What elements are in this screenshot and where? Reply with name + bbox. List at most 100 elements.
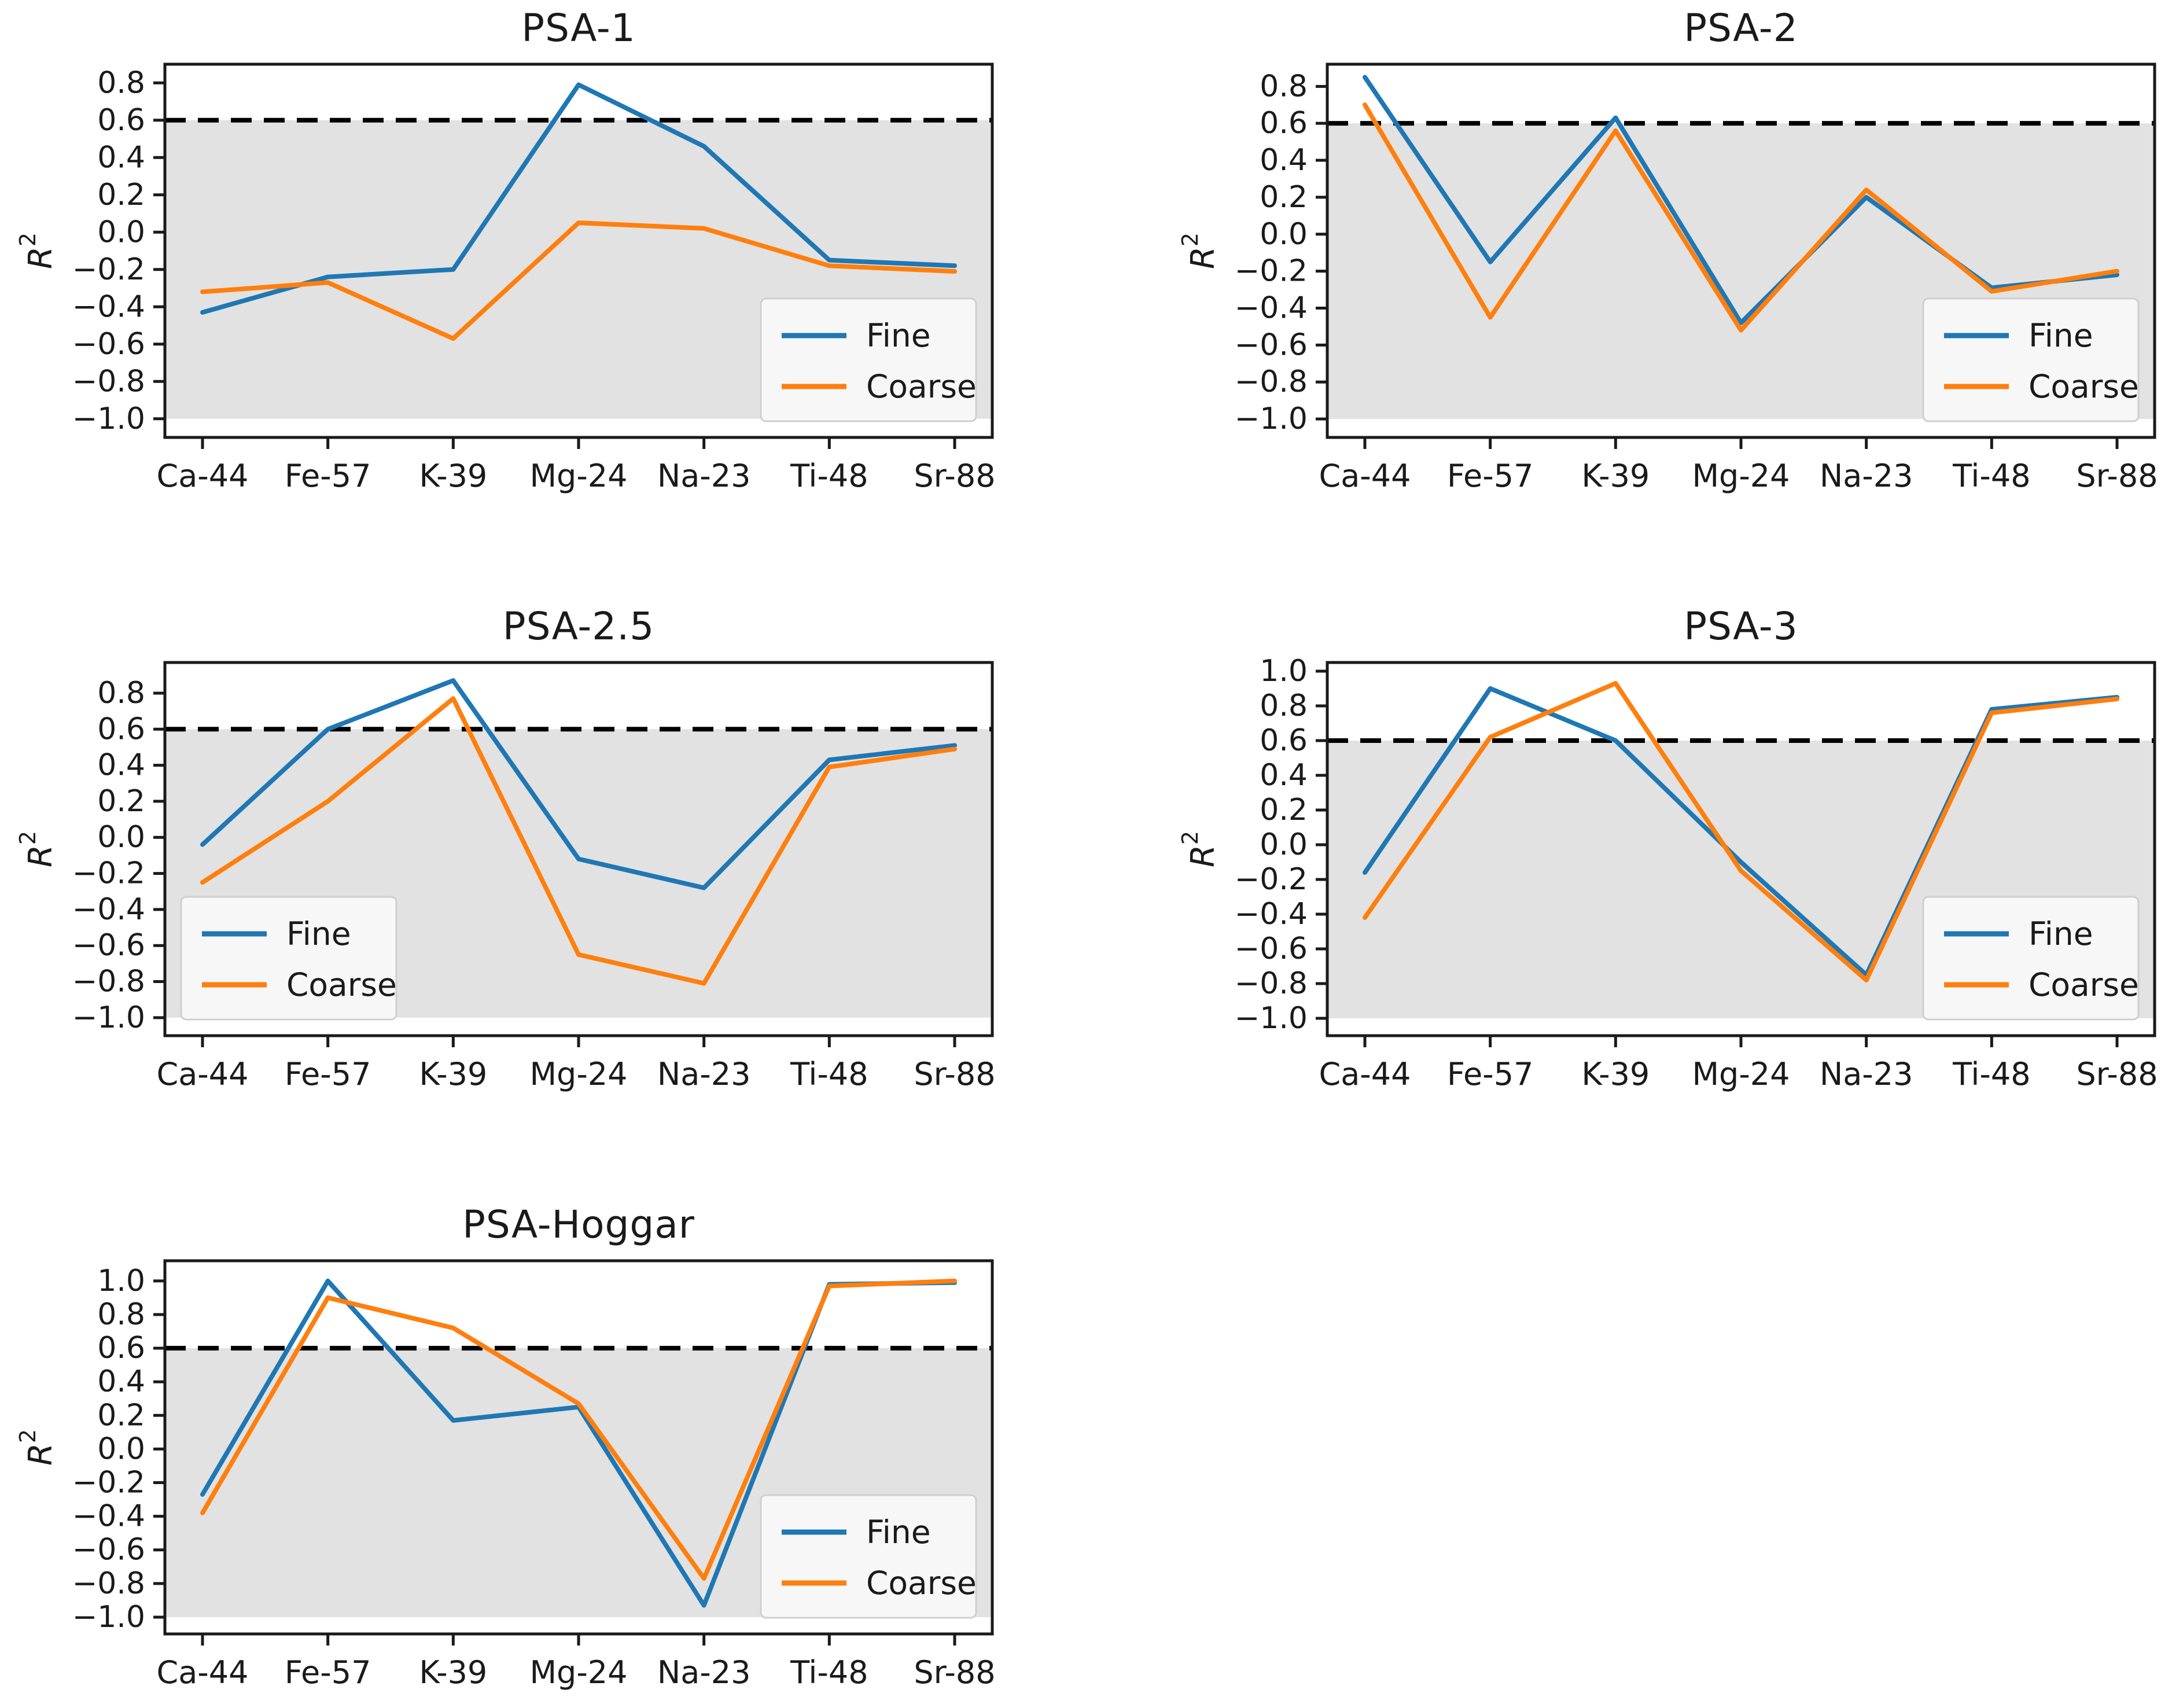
legend-box [1922,297,2140,422]
x-tick-label: Mg-24 [529,458,627,494]
legend: Fine Coarse [1922,297,2140,422]
x-tick-label: Mg-24 [1692,458,1790,494]
x-tick-label: Ti-48 [1952,1056,2031,1092]
y-axis-label: R2 [15,831,60,867]
y-tick-label: 0.6 [97,103,145,138]
fine-line [200,678,957,890]
legend-fine-label: Fine [2029,915,2093,952]
chart-title: PSA-2.5 [502,603,655,649]
y-tick-label: −0.8 [72,965,145,999]
y-tick-label: 0.0 [1260,827,1308,862]
chart-title: PSA-2 [1684,5,1798,50]
legend: Fine Coarse [760,297,977,422]
x-tick-label: K-39 [419,1056,487,1092]
x-tick-label: Ca-44 [157,1654,249,1691]
x-tick-label: Sr-88 [914,1056,995,1092]
y-tick-label: −0.6 [72,327,145,362]
psa-2-plot: 0.80.60.40.20.0−0.2−0.4−0.6−0.8−1.0 Ca-44… [1177,62,2158,494]
y-tick-label: −0.8 [1235,365,1308,399]
chart-title: PSA-1 [521,5,636,50]
legend-fine-label: Fine [866,1514,931,1551]
x-tick-label: Na-23 [657,458,751,494]
y-tick-label: 0.8 [97,676,145,711]
y-tick-label: −0.4 [1235,290,1308,325]
y-tick-label: 0.2 [97,1398,145,1433]
legend-coarse-label: Coarse [2029,966,2139,1003]
y-tick-label: 0.4 [1260,143,1308,178]
x-tick-label: Sr-88 [914,458,995,494]
y-tick-label: 0.4 [97,140,145,175]
x-tick-label: Ti-48 [790,1056,868,1092]
y-tick-label: 0.2 [97,784,145,819]
x-tick-label: Fe-57 [285,1654,371,1691]
y-tick-label: −0.8 [1235,966,1308,1001]
psa-1-plot: 0.80.60.40.20.0−0.2−0.4−0.6−0.8−1.0 Ca-44… [15,62,996,494]
legend-box [760,297,977,422]
y-tick-label: 0.2 [97,178,145,212]
x-tick-label: Fe-57 [285,458,371,494]
y-tick-label: 0.8 [1260,69,1308,104]
x-tick-label: Fe-57 [1447,458,1534,494]
x-tick-label: Mg-24 [529,1654,627,1691]
y-tick-label: −0.2 [72,252,145,287]
y-tick-label: 0.8 [1260,689,1308,723]
chart-psa-2-5: PSA-2.5 0.8 0.6 0.4 0.2 0.0 −0.2 −0.4 −0.6 −0.8−… [0,598,1010,1168]
y-tick-label: 0.0 [97,1431,145,1466]
fine-line [200,82,957,315]
y-tick-label: −0.2 [1235,254,1308,289]
y-tick-label: 0.6 [1260,106,1308,141]
y-tick-label: 0.0 [97,820,145,855]
legend-coarse-label: Coarse [866,368,977,405]
chart-psa-3: PSA-3 1.0 0.8 0.6 0.4 0.2 0.0 −0.2 −0.4 −0.6 −0.8… [1162,598,2172,1168]
x-tick-label: Ca-44 [157,458,249,494]
y-tick-label: 0.2 [1260,180,1308,215]
y-tick-label: 0.6 [97,712,145,746]
coarse-line [200,696,957,986]
chart-title: PSA-Hoggar [462,1202,695,1247]
fine-line [1363,75,2119,325]
y-tick-label: −0.4 [72,892,145,927]
legend-fine-label: Fine [866,317,931,354]
y-tick-label: −0.6 [1235,932,1308,966]
coarse-line [1363,102,2119,333]
y-axis-label: R2 [15,1429,60,1466]
x-tick-label: Sr-88 [2076,458,2158,494]
x-tick-label: Mg-24 [1692,1056,1790,1092]
chart-psa-1: PSA-1 0.8 0.6 0.4 0.2 0.0 −0.2 −0.4 −0.6 −0.8 −1.… [0,0,1010,569]
x-tick-label: K-39 [419,458,487,494]
y-tick-label: −1.0 [1235,402,1308,436]
x-tick-label: Ca-44 [1319,458,1411,494]
x-tick-label: Na-23 [657,1056,751,1092]
x-tick-label: Ti-48 [790,1654,868,1691]
y-tick-label: −1.0 [72,1600,145,1635]
x-tick-label: K-39 [1581,458,1650,494]
y-tick-label: 1.0 [1260,654,1308,689]
legend-box [760,1494,977,1619]
y-tick-label: −0.4 [72,289,145,324]
legend: Fine Coarse [760,1494,977,1619]
y-tick-label: 0.2 [1260,793,1308,827]
fine-line [1363,686,2119,977]
y-tick-label: −1.0 [72,402,145,436]
coarse-line [200,220,957,341]
y-tick-label: 0.8 [97,1297,145,1332]
x-tick-label: Na-23 [657,1654,751,1691]
legend: Fine Coarse [1922,896,2140,1021]
legend-fine-label: Fine [2029,317,2093,354]
y-tick-label: −0.2 [1235,862,1308,897]
y-tick-label: −0.8 [72,1566,145,1601]
x-tick-label: Ti-48 [1952,458,2031,494]
y-tick-label: −1.0 [1235,1001,1308,1036]
y-tick-label: −0.8 [72,364,145,399]
legend-fine-label: Fine [286,915,351,952]
x-tick-label: Ti-48 [790,458,868,494]
x-tick-label: K-39 [1581,1056,1650,1092]
x-tick-label: Sr-88 [914,1654,995,1691]
y-tick-label: 0.4 [1260,758,1308,793]
y-tick-label: −1.0 [72,1000,145,1035]
legend-box [180,896,397,1021]
y-tick-label: 0.8 [97,65,145,100]
x-tick-label: Ca-44 [157,1056,249,1092]
x-tick-label: Fe-57 [285,1056,371,1092]
x-tick-label: Sr-88 [2076,1056,2158,1092]
